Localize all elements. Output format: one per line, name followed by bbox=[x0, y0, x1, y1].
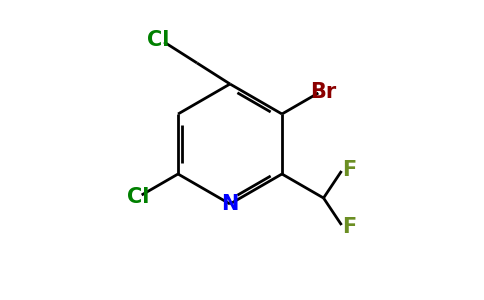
Text: F: F bbox=[342, 217, 356, 236]
Text: N: N bbox=[221, 194, 239, 214]
Text: Cl: Cl bbox=[127, 187, 149, 207]
Text: Cl: Cl bbox=[147, 30, 169, 50]
Text: F: F bbox=[342, 160, 356, 179]
Text: Br: Br bbox=[310, 82, 337, 101]
